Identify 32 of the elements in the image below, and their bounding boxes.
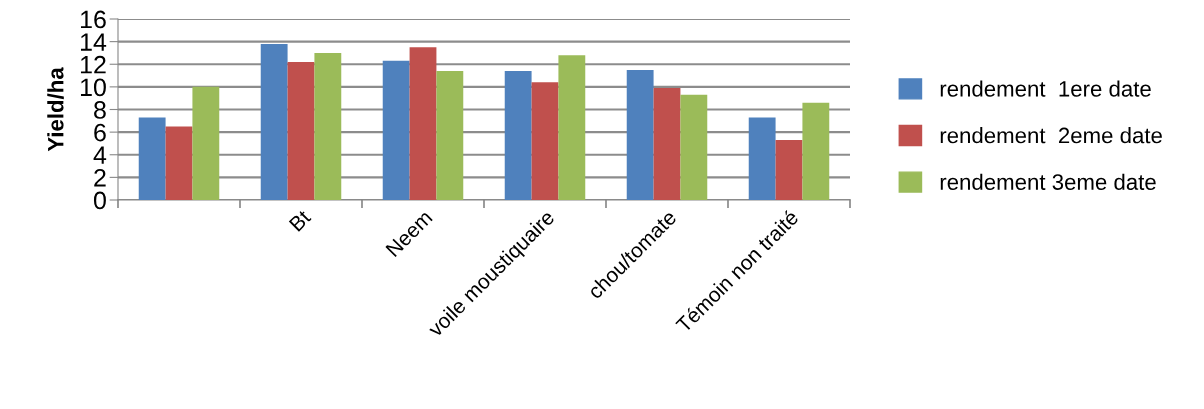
y-axis-title: Yield/ha: [47, 67, 64, 152]
y-tick-label: 0: [93, 191, 106, 210]
bar: [138, 117, 166, 200]
bar: [653, 88, 681, 200]
legend-label: rendement 2eme date: [940, 127, 1162, 144]
legend-label: rendement 3eme date: [940, 173, 1156, 190]
bar: [531, 82, 559, 200]
bar: [165, 126, 193, 200]
x-tick-label: Bt: [288, 208, 312, 232]
bar: [382, 60, 410, 200]
bar: [775, 140, 803, 200]
y-tick-label: 10: [80, 78, 106, 97]
bar: [558, 55, 586, 200]
y-tick-label: 4: [93, 146, 107, 164]
bar: [748, 117, 776, 200]
bar: [436, 71, 464, 200]
bar: [802, 102, 830, 200]
bar: [626, 69, 654, 200]
legend-label: rendement 1ere date: [940, 80, 1151, 97]
bar: [260, 43, 288, 200]
y-tick-label: 2: [94, 168, 106, 187]
bar: [680, 94, 708, 200]
y-tick-label: 16: [80, 10, 106, 29]
y-tick-label: 6: [94, 123, 106, 142]
bar: [409, 47, 437, 200]
bar: [314, 52, 342, 200]
bar: [504, 71, 532, 200]
y-tick-label: 8: [94, 101, 106, 119]
bar: [192, 86, 220, 200]
y-tick-label: 12: [80, 55, 106, 74]
y-tick-label: 14: [80, 33, 107, 51]
bar: [287, 61, 315, 200]
